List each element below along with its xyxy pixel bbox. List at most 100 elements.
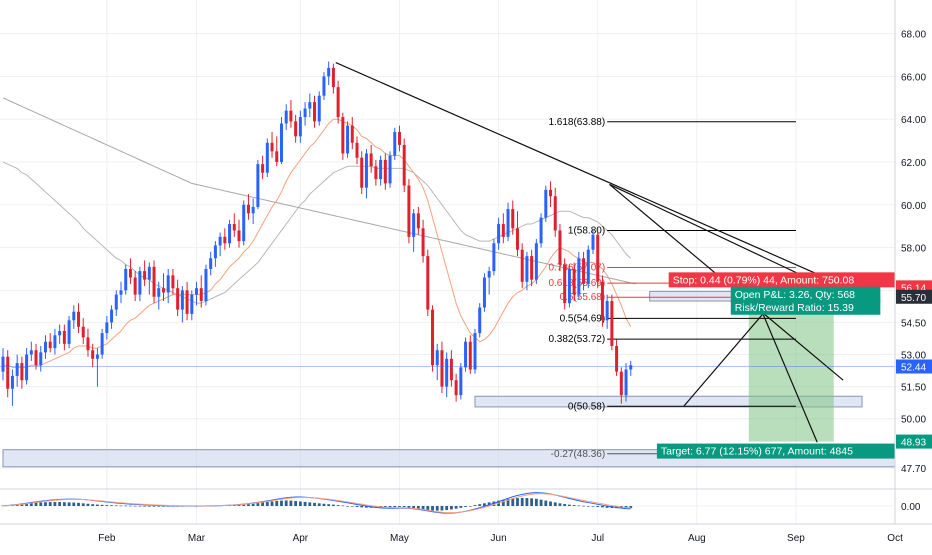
macd-histogram-bar (534, 498, 538, 506)
macd-histogram-bar (478, 504, 482, 506)
macd-histogram-bar (105, 505, 109, 506)
candle-body (72, 311, 76, 321)
macd-histogram-bar (601, 506, 604, 508)
moving-average-line-2 (2, 161, 632, 304)
fib-level-label: -0.27(48.36) (551, 449, 605, 460)
macd-histogram-bar (119, 505, 123, 507)
candle-body (317, 95, 321, 122)
macd-histogram-bar (81, 503, 85, 506)
position-target-label: Target: 6.77 (12.15%) 677, Amount: 4845 (661, 446, 853, 458)
candle-body (105, 322, 109, 334)
candle-body (492, 243, 496, 272)
macd-histogram-bar (124, 505, 128, 507)
candle-body (487, 271, 491, 278)
candle-body (360, 157, 364, 188)
candle-body (605, 301, 609, 321)
candle-body (402, 144, 406, 186)
candle-body (435, 350, 439, 366)
macd-histogram-bar (138, 505, 142, 507)
macd-histogram-bar (586, 506, 590, 507)
macd-histogram-bar (520, 497, 524, 506)
candle-body (270, 142, 274, 152)
macd-histogram-bar (294, 501, 298, 506)
position-pnl-label: Open P&L: 3.26, Qty: 568 (735, 289, 855, 301)
candle-body (341, 117, 345, 154)
candle-body (553, 196, 557, 231)
candle-body (383, 159, 387, 184)
macd-histogram-bar (445, 506, 449, 511)
candle-body (454, 380, 458, 396)
macd-histogram-bar (247, 503, 250, 506)
trendline (683, 313, 764, 407)
macd-tick-label: 0.00 (901, 502, 921, 513)
candle-body (506, 209, 510, 237)
candle-body (39, 352, 43, 366)
price-tick-label: 50.00 (901, 415, 926, 426)
candle-body (520, 249, 524, 282)
macd-histogram-bar (237, 504, 241, 506)
macd-histogram-bar (516, 498, 519, 506)
macd-histogram-bar (416, 506, 420, 509)
candle-body (284, 110, 288, 124)
macd-histogram-bar (501, 499, 505, 506)
candle-body (133, 277, 137, 295)
price-tick-label: 66.00 (901, 72, 926, 83)
macd-histogram-bar (322, 503, 326, 506)
macd-histogram-bar (143, 505, 146, 507)
macd-histogram-bar (157, 506, 161, 507)
price-badge-bg (896, 359, 932, 374)
price-badge-label: 52.44 (901, 362, 926, 373)
price-tick-label: 58.00 (901, 244, 926, 255)
macd-histogram-bar (96, 504, 99, 506)
macd-histogram-bar (270, 501, 274, 506)
candle-body (161, 288, 165, 293)
macd-histogram-bar (133, 505, 137, 507)
macd-histogram-bar (568, 504, 571, 506)
candle-body (128, 268, 132, 278)
macd-histogram-bar (483, 503, 486, 506)
candle-body (25, 354, 29, 381)
macd-histogram-bar (549, 501, 552, 506)
candle-body (572, 268, 576, 295)
candle-body (81, 326, 85, 338)
macd-histogram-bar (454, 506, 458, 509)
fib-level-label: 0.5(55.68) (560, 292, 606, 303)
macd-histogram-bar (284, 500, 288, 506)
macd-histogram-bar (256, 502, 260, 506)
macd-histogram-bar (25, 503, 28, 506)
macd-histogram-bar (530, 498, 534, 506)
macd-histogram-bar (336, 505, 340, 506)
candle-body (346, 125, 350, 154)
candle-body (600, 281, 604, 321)
candle-body (261, 164, 265, 173)
price-tick-label: 62.00 (901, 158, 926, 169)
candle-body (539, 217, 543, 244)
macd-histogram-bar (20, 503, 24, 506)
macd-histogram-bar (596, 506, 600, 507)
price-tick-label: 68.00 (901, 30, 926, 41)
macd-histogram-bar (34, 502, 38, 506)
price-tick-label: 64.00 (901, 115, 926, 126)
candle-body (1, 356, 5, 372)
candle-body (624, 369, 628, 396)
fib-level-label: 0(50.58) (568, 401, 605, 412)
moving-average-line-3 (2, 97, 636, 285)
candle-body (15, 363, 19, 376)
candle-body (86, 337, 90, 351)
macd-histogram-bar (242, 504, 246, 506)
candle-body (199, 288, 203, 302)
candle-body (204, 268, 208, 302)
candle-body (279, 123, 283, 163)
macd-histogram-bar (459, 506, 463, 508)
price-badge-label: 55.70 (901, 293, 926, 304)
candle-body (525, 256, 529, 282)
position-stop-label: Stop: 0.44 (0.79%) 44, Amount: 750.08 (673, 274, 855, 286)
candle-body (195, 288, 199, 295)
price-badge-bg (896, 434, 932, 449)
month-label: Jun (491, 533, 507, 544)
fib-level-label: 0.618(55.69) (548, 278, 605, 289)
macd-histogram-bar (275, 501, 279, 506)
macd-histogram-bar (407, 506, 411, 508)
candle-body (331, 67, 335, 88)
